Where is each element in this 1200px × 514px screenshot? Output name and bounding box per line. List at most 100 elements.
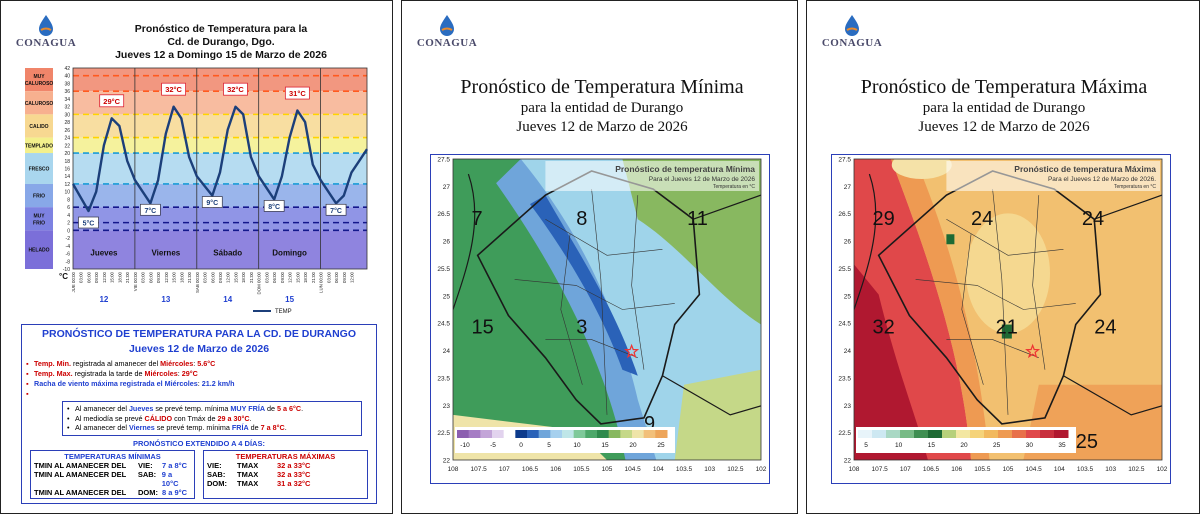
title-line-1: Pronóstico de Temperatura para la (134, 23, 308, 35)
colorbar-swatch (527, 430, 540, 438)
obs-wind-day: Miércoles (162, 379, 198, 388)
zone-label: HELADO (28, 248, 49, 254)
colorbar-label: 25 (657, 442, 665, 449)
max-row-day: DOM: (207, 478, 227, 488)
colorbar-swatch (573, 430, 586, 438)
municipal-border (915, 279, 1076, 310)
map-svg: 7 8 11 15 3 22 9 -10 -5 0 5 10 15 20 25 Pronóstico de t… (437, 157, 767, 474)
obs-wind-label: Racha de viento máxima registrada el (34, 379, 163, 388)
durango-city-star-icon (1025, 343, 1041, 359)
region-value-label: 29 (872, 208, 894, 230)
north-cool-zone (891, 159, 952, 180)
region-value-label: 3 (576, 317, 587, 339)
municipal-border (961, 234, 984, 385)
max-temperature-map: 29 24 24 32 21 24 24 25 5 10 15 20 25 30 35 Pronóstico … (831, 154, 1171, 484)
obs-max-label: Temp. Max. (34, 369, 73, 378)
obs-min-label: Temp. Min. (34, 359, 71, 368)
lon-tick-label: 106.5 (923, 466, 940, 473)
colorbar-label: -10 (460, 442, 470, 449)
west-very-hot-zone (854, 264, 928, 460)
forecast-line-2: Al mediodía se prevé CÁLIDO con Tmáx de … (67, 414, 357, 424)
y-tick-label: 6 (67, 205, 70, 211)
lat-tick-label: 24 (844, 348, 852, 355)
colorbar-swatch (468, 430, 481, 438)
colorbar-label: 10 (895, 442, 903, 449)
northeast-green-zone (622, 159, 761, 325)
municipal-border (545, 339, 638, 358)
min-row-day: VIE: (138, 460, 153, 470)
west-green-zone (453, 159, 638, 460)
hour-tick-label: 15:00 (110, 271, 115, 283)
lon-tick-label: 106 (550, 466, 561, 473)
municipal-border (946, 339, 1039, 358)
municipal-border (992, 189, 1009, 415)
min-row-value: 7 a 8°C (162, 460, 188, 470)
plot-band (73, 114, 367, 138)
extended-mins-box: TEMPERATURAS MÍNIMAS TMIN AL AMANECER DE… (30, 449, 195, 499)
obs-max: Temp. Max. registrada la tarde de Miérco… (22, 369, 376, 379)
plot-band (73, 183, 367, 208)
y-tick-label: 4 (67, 213, 70, 219)
daily-forecast-box: Al amanecer del Jueves se prevé temp. mí… (62, 401, 362, 436)
colorbar-label: 25 (993, 442, 1001, 449)
mins-title: TEMPERATURAS MÍNIMAS (64, 451, 161, 461)
max-row-day: SAB: (207, 469, 226, 479)
conagua-logo: CONAGUA (412, 13, 482, 49)
lon-tick-label: 103 (1105, 466, 1116, 473)
hour-tick-label: 03:00 (79, 271, 84, 283)
hour-tick-label: 06:00 (272, 271, 277, 283)
lat-tick-label: 27 (443, 184, 451, 191)
f2-a: Al mediodía se prevé (75, 413, 145, 423)
lon-tick-label: 102 (1157, 466, 1168, 473)
zone-label: MUY (33, 74, 45, 80)
date-label: 15 (285, 295, 294, 304)
colorbar-swatch (608, 430, 621, 438)
zone-label: CALUROSO (25, 81, 54, 87)
legend-label: TEMP (275, 309, 292, 314)
lat-tick-label: 25 (844, 293, 852, 300)
colorbar-swatch (643, 430, 656, 438)
f1-day: Jueves (128, 404, 154, 413)
lon-tick-label: 102.5 (727, 466, 744, 473)
hour-tick-label: JUE 00:00 (71, 271, 76, 292)
map-frame (853, 158, 1163, 461)
min-row: TMIN AL AMANECER DEL SAB: 9 a 10°C (34, 470, 191, 488)
municipal-border (545, 218, 663, 256)
max-map-title: Pronóstico de Temperatura Máxima para la… (834, 75, 1174, 137)
region-value-label: 8 (576, 208, 587, 230)
zone-band (25, 137, 53, 154)
min-label-box (325, 203, 347, 216)
f1-g: . (301, 404, 304, 413)
hour-tick-label: 09:00 (280, 271, 285, 283)
transition-zone (890, 159, 990, 460)
obs-max-text: registrada la tarde de (72, 369, 145, 378)
f2-e: . (249, 413, 252, 423)
colorbar-label: 5 (547, 442, 551, 449)
obs-wind: Racha de viento máxima registrada el Mié… (22, 379, 376, 389)
colorbar-label: 5 (864, 442, 868, 449)
min-row-value: 9 a 10°C (161, 469, 179, 488)
f1-range: 5 a 6°C (277, 404, 302, 413)
obs-max-sep: : (177, 369, 182, 378)
y-tick-label: 10 (64, 190, 70, 196)
zone-band (25, 230, 53, 269)
min-row-label: TMIN AL AMANECER DEL (34, 487, 127, 497)
hour-tick-label: 18:00 (303, 271, 308, 283)
lon-tick-label: 105 (602, 466, 613, 473)
hour-tick-label: 09:00 (94, 271, 99, 283)
y-tick-label: 38 (64, 81, 70, 87)
zone-label: FRIO (33, 220, 45, 226)
f3-range: 7 a 8°C (260, 423, 285, 432)
obs-empty (22, 389, 376, 399)
y-tick-label: 18 (64, 159, 70, 165)
max-title: Pronóstico de Temperatura Máxima (860, 76, 1148, 98)
hour-tick-label: 18:00 (179, 271, 184, 283)
y-tick-label: 12 (64, 182, 70, 188)
lon-tick-label: 102 (756, 466, 767, 473)
southeast-zone (674, 369, 761, 460)
map-caption-units: Temperatura en °C (713, 184, 755, 190)
y-tick-label: 32 (64, 105, 70, 111)
hour-tick-label: 15:00 (172, 271, 177, 283)
y-tick-label: -10 (63, 267, 70, 273)
lon-tick-label: 105.5 (974, 466, 991, 473)
